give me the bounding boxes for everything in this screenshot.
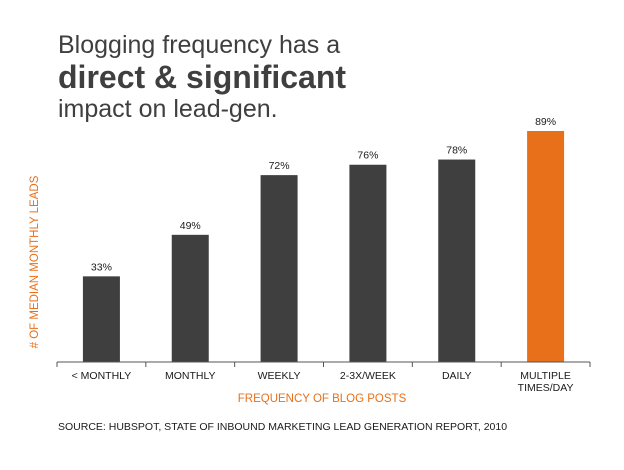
data-label: 89% — [535, 116, 556, 128]
data-label: 49% — [180, 220, 201, 232]
bar — [171, 234, 209, 362]
data-label: 72% — [269, 160, 290, 172]
title-line-2: direct & significant — [58, 59, 347, 95]
title-line-3: impact on lead-gen. — [58, 95, 278, 123]
x-axis-label: FREQUENCY OF BLOG POSTS — [238, 393, 407, 405]
bar — [527, 131, 565, 362]
bar — [82, 276, 120, 362]
category-label: 2-3X/WEEK — [340, 370, 396, 382]
category-label: WEEKLY — [258, 370, 301, 382]
category-label: TIMES/DAY — [518, 382, 574, 394]
data-label-group: 33% 49% 72% 76% 78% 89% — [91, 116, 556, 273]
category-label: MONTHLY — [165, 370, 216, 382]
bar — [349, 164, 387, 362]
category-label: DAILY — [442, 370, 472, 382]
source-note: SOURCE: HUBSPOT, STATE OF INBOUND MARKET… — [58, 421, 508, 433]
category-label: < MONTHLY — [72, 370, 132, 382]
category-label-group: < MONTHLY MONTHLY WEEKLY 2-3X/WEEK DAILY MULT… — [72, 370, 574, 394]
data-label: 78% — [446, 145, 467, 157]
chart-title: Blogging frequency has a direct & signif… — [58, 30, 346, 124]
tick-mark-group — [56, 362, 591, 367]
title-line-1: Blogging frequency has a — [58, 31, 341, 59]
category-label: MULTIPLE — [520, 370, 571, 382]
bar — [260, 175, 298, 362]
bar — [438, 159, 476, 362]
bar-group — [82, 131, 565, 362]
data-label: 76% — [357, 150, 378, 162]
y-axis-label: # OF MEDIAN MONTHLY LEADS — [29, 175, 41, 348]
data-label: 33% — [91, 261, 112, 273]
